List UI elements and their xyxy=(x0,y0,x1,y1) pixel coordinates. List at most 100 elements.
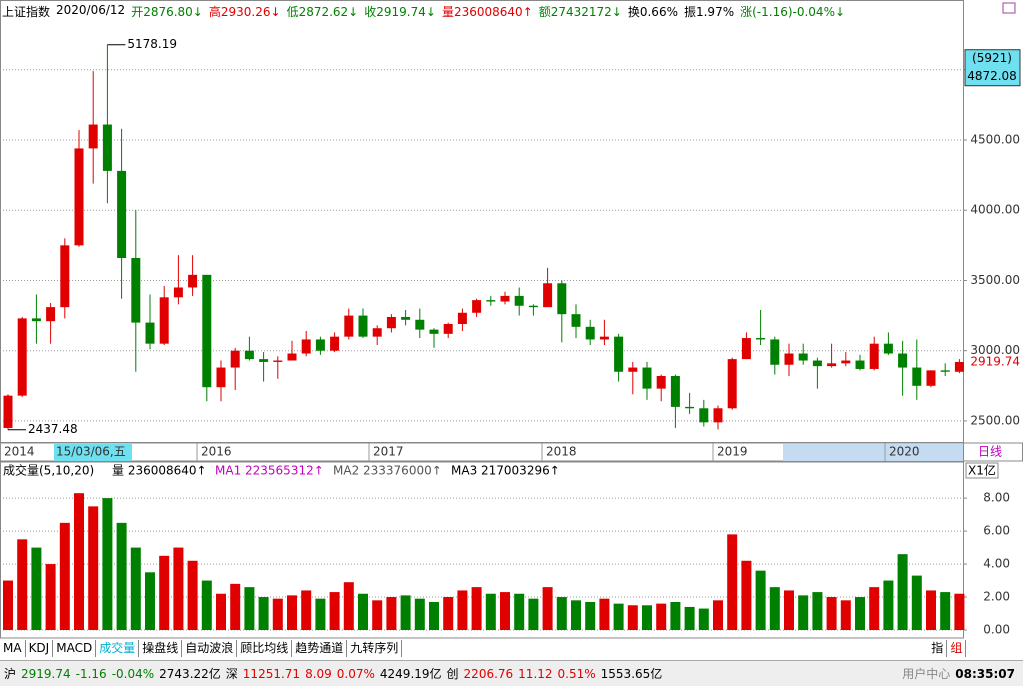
volume-bar xyxy=(769,587,780,630)
volume-bar xyxy=(201,580,212,630)
market-field: 8.09 xyxy=(305,666,332,681)
quote-field: 上证指数 xyxy=(2,5,51,19)
candle-body xyxy=(386,316,396,329)
indicator-tab[interactable]: 趋势通道 xyxy=(292,640,348,657)
indicator-tab[interactable]: MACD xyxy=(53,640,97,657)
volume-bar xyxy=(485,593,496,630)
candle-body xyxy=(713,408,723,423)
candle-body xyxy=(599,336,609,340)
candle-body xyxy=(358,315,368,337)
volume-bar xyxy=(116,522,127,630)
candle-body xyxy=(74,148,84,246)
candle-body xyxy=(330,336,340,351)
candle-body xyxy=(670,375,680,407)
volume-bar xyxy=(642,605,652,630)
volume-legend: 量 236008640↑ xyxy=(112,464,207,478)
volume-bar xyxy=(755,570,766,630)
last-price-label: 2919.74 xyxy=(970,354,1020,368)
candle-body xyxy=(17,318,27,396)
candle-body xyxy=(457,312,467,325)
panel-tab[interactable]: 指 xyxy=(928,640,948,657)
status-bar: 沪 2919.74 -1.16 -0.04% 2743.22亿深 11251.71 8.09… xyxy=(0,660,1023,686)
candle-body xyxy=(287,353,297,361)
y-tick-label: 2500.00 xyxy=(970,413,1020,427)
volume-bar xyxy=(272,598,283,630)
cursor-box xyxy=(964,49,1021,87)
volume-bar xyxy=(400,595,411,630)
indicator-tabs: MA KDJ MACD 成交量 操盘线 自动波浪 顾比均线 趋势通道 九转序列 指组 xyxy=(0,640,967,657)
volume-bar xyxy=(59,522,70,630)
volume-bar xyxy=(869,587,880,630)
candle-body xyxy=(699,408,709,423)
quote-field: 2020/06/12 xyxy=(56,3,126,17)
candle-body xyxy=(3,395,13,428)
volume-bar xyxy=(145,572,155,630)
volume-bar xyxy=(613,603,624,630)
unit-box xyxy=(965,462,999,479)
panel-tab[interactable]: 组 xyxy=(947,640,967,657)
volume-bar xyxy=(230,583,241,630)
candle-body xyxy=(543,283,553,308)
market-field: 11.12 xyxy=(518,666,553,681)
volume-bar xyxy=(670,601,681,630)
date-label: 2018 xyxy=(546,445,577,459)
candle-body xyxy=(429,329,439,334)
volume-bar xyxy=(627,605,638,630)
candle-body xyxy=(159,297,169,344)
candle-body xyxy=(756,338,766,340)
volume-bar xyxy=(528,598,539,630)
market-field: 深 xyxy=(225,667,238,681)
indicator-tab[interactable]: 顾比均线 xyxy=(237,640,293,657)
volume-bar xyxy=(599,598,610,630)
indicator-tab[interactable]: KDJ xyxy=(26,640,54,657)
candle-body xyxy=(926,370,936,386)
market-field: 2919.74 xyxy=(21,666,71,681)
volume-bar xyxy=(911,575,922,630)
candle-body xyxy=(443,324,453,334)
volume-bar xyxy=(187,560,198,630)
cursor-count: (5921) xyxy=(972,51,1012,65)
candle-body xyxy=(727,359,737,409)
volume-bar xyxy=(514,593,525,630)
candle-body xyxy=(940,370,950,372)
volume-bar xyxy=(500,592,510,630)
volume-bar xyxy=(3,580,13,630)
candle-body xyxy=(486,300,496,302)
volume-bar xyxy=(315,598,326,630)
candle-body xyxy=(528,305,538,308)
user-center[interactable]: 用户中心 xyxy=(902,667,951,681)
market-field: 2743.22亿 xyxy=(159,667,221,681)
candle-body xyxy=(642,367,652,389)
max-label: 5178.19 xyxy=(127,37,177,51)
candle-body xyxy=(301,339,311,354)
candle-body xyxy=(315,339,325,351)
indicator-tab[interactable]: 九转序列 xyxy=(347,640,403,657)
volume-bar xyxy=(31,547,42,630)
cursor-price: 4872.08 xyxy=(967,69,1017,83)
volume-bar xyxy=(798,595,809,630)
candle-body xyxy=(898,353,908,368)
y-tick-label: 3000.00 xyxy=(970,343,1020,357)
market-field: 创 xyxy=(446,667,459,681)
candle-body xyxy=(500,295,510,302)
indicator-tab[interactable]: 操盘线 xyxy=(139,640,183,657)
volume-bar xyxy=(840,600,851,630)
date-cursor-box xyxy=(54,444,132,461)
candle-body xyxy=(571,314,581,327)
volume-bar xyxy=(301,590,312,630)
indicator-tab[interactable]: 自动波浪 xyxy=(182,640,238,657)
candle-body xyxy=(784,353,794,365)
volume-bar xyxy=(130,547,141,630)
candle-body xyxy=(230,350,240,368)
candle-body xyxy=(883,343,893,354)
candle-body xyxy=(685,406,695,409)
volume-bar xyxy=(471,587,482,630)
y-tick-label: 2.00 xyxy=(983,590,1010,604)
clock: 08:35:07 xyxy=(955,666,1015,681)
candle-body xyxy=(628,367,638,372)
quote-field: 换0.66% xyxy=(627,5,678,19)
indicator-tab[interactable]: 成交量 xyxy=(96,640,140,657)
indicator-tab[interactable]: MA xyxy=(0,640,26,657)
date-label: 2016 xyxy=(201,445,232,459)
